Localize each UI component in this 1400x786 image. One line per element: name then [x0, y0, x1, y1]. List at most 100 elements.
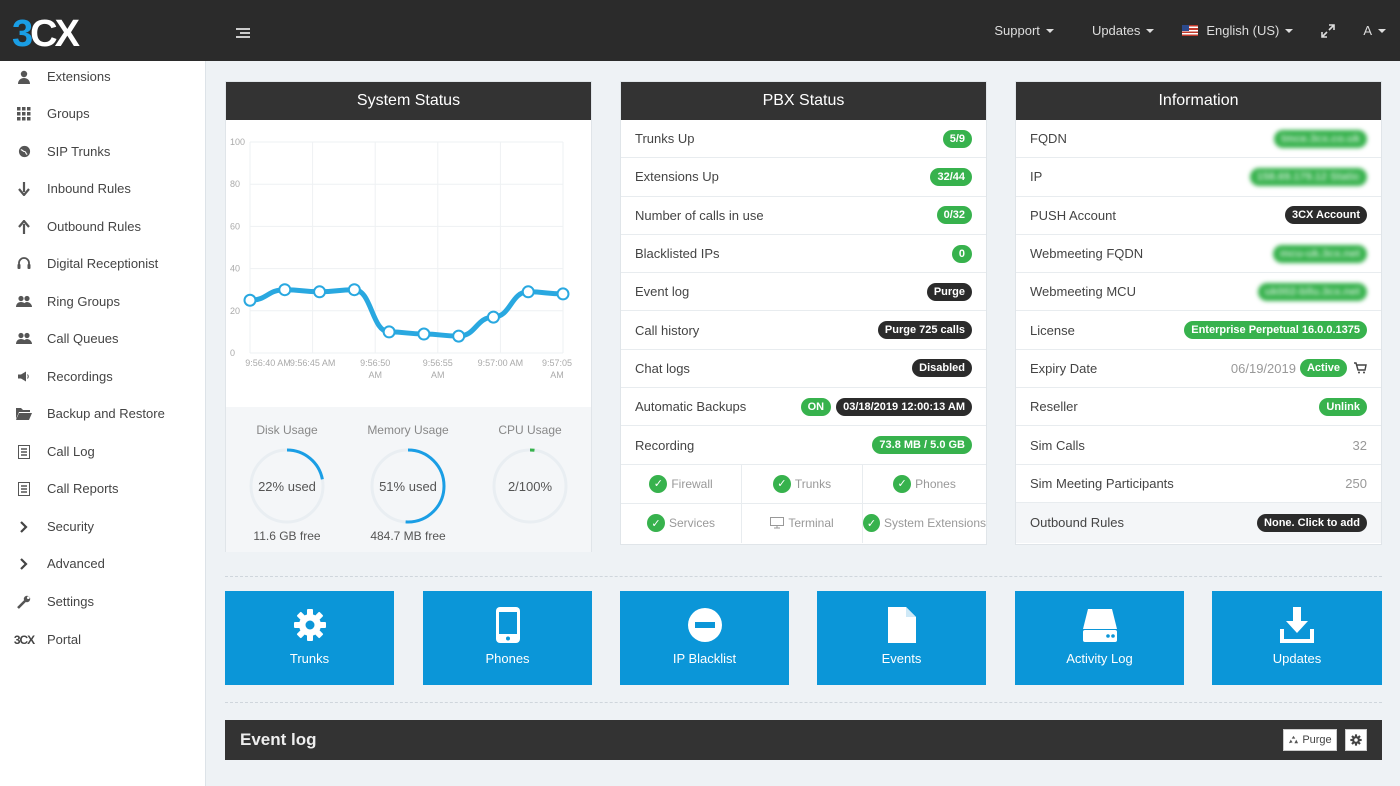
sidebar-item-label: Call Reports — [47, 481, 119, 496]
backup-on-badge[interactable]: ON — [800, 397, 832, 416]
cart-icon[interactable] — [1354, 362, 1367, 374]
sidebar-item-label: Recordings — [47, 369, 113, 384]
sidebar-item-advanced[interactable]: Advanced — [0, 545, 205, 582]
y-tick-label: 40 — [230, 264, 240, 274]
unlink-button[interactable]: Unlink — [1319, 397, 1367, 416]
y-tick-label: 0 — [230, 348, 235, 358]
language-menu[interactable]: English (US) — [1182, 23, 1294, 38]
service-services[interactable]: ✓ Services — [621, 504, 742, 543]
active-badge[interactable]: Active — [1299, 359, 1347, 378]
row-label: Sim Calls — [1030, 437, 1085, 453]
service-terminal[interactable]: Terminal — [742, 504, 863, 543]
sidebar-item-call-reports[interactable]: Call Reports — [0, 470, 205, 507]
sidebar-item-digital-receptionist[interactable]: Digital Receptionist — [0, 245, 205, 282]
x-tick-label: 9:56:55 — [423, 358, 453, 368]
status-badge[interactable]: 0/32 — [936, 206, 972, 225]
service-phones[interactable]: ✓ Phones — [863, 465, 986, 505]
user-menu[interactable]: A — [1363, 23, 1386, 38]
sidebar-item-outbound-rules[interactable]: Outbound Rules — [0, 208, 205, 245]
data-point — [243, 293, 257, 307]
updates-menu[interactable]: Updates — [1092, 23, 1155, 38]
x-tick-label: 9:57:05 — [542, 358, 572, 368]
purge-calls-button[interactable]: Purge 725 calls — [877, 321, 972, 340]
pbx-row-automatic-backups: Automatic Backups ON 03/18/2019 12:00:13 A… — [621, 388, 986, 427]
sidebar-item-label: Security — [47, 519, 94, 534]
tile-events[interactable]: Events — [817, 591, 986, 685]
cpu-gauge-ring: 2/100% — [492, 448, 568, 524]
3cx-logo[interactable]: 3 CX — [12, 12, 80, 55]
push-account-badge[interactable]: 3CX Account — [1284, 206, 1367, 225]
info-row-sim-calls: Sim Calls 32 — [1016, 426, 1381, 465]
sidebar-item-sip-trunks[interactable]: SIP Trunks — [0, 133, 205, 170]
service-trunks[interactable]: ✓ Trunks — [742, 464, 863, 505]
users-icon — [16, 294, 32, 310]
tile-updates[interactable]: Updates — [1212, 591, 1382, 685]
event-log-settings-button[interactable] — [1345, 729, 1367, 751]
status-badge[interactable]: 5/9 — [942, 129, 972, 148]
tile-label: Activity Log — [1066, 651, 1133, 666]
data-point — [278, 283, 292, 297]
system-status-panel: System Status 0 20 40 60 80 100 9:56:40 AM 9:56… — [225, 81, 592, 552]
row-label: PUSH Account — [1030, 207, 1116, 223]
sidebar-item-label: Call Log — [47, 444, 95, 459]
tile-activity-log[interactable]: Activity Log — [1015, 591, 1184, 685]
backup-date-badge[interactable]: 03/18/2019 12:00:13 AM — [836, 397, 972, 416]
sidebar-item-label: Outbound Rules — [47, 219, 141, 234]
recycle-icon — [1289, 735, 1299, 743]
purge-button[interactable]: Purge — [1283, 729, 1337, 751]
info-row-webmeeting-fqdn: Webmeeting FQDN mcu-uk.3cx.net — [1016, 235, 1381, 274]
information-panel: Information FQDN tmce.3cx.co.uk IP 158.69.… — [1015, 81, 1382, 545]
sim-calls-value: 32 — [1352, 437, 1367, 453]
service-firewall[interactable]: ✓ Firewall — [621, 464, 742, 505]
y-tick-label: 100 — [230, 137, 245, 147]
us-flag-icon — [1182, 25, 1199, 36]
license-badge[interactable]: Enterprise Perpetual 16.0.0.1375 — [1184, 321, 1367, 340]
x-tick-label: 9:56:50 — [360, 358, 390, 368]
sidebar-item-call-log[interactable]: Call Log — [0, 433, 205, 470]
fullscreen-button[interactable] — [1321, 23, 1336, 38]
sidebar-item-label: Portal — [47, 632, 81, 647]
fqdn-badge: tmce.3cx.co.uk — [1274, 129, 1367, 148]
sidebar-item-ring-groups[interactable]: Ring Groups — [0, 283, 205, 320]
sidebar-item-portal[interactable]: 3CX Portal — [0, 621, 205, 658]
logo-three: 3 — [12, 12, 33, 55]
support-menu[interactable]: Support — [994, 23, 1054, 38]
chevron-down-icon — [1378, 28, 1386, 33]
row-label: Reseller — [1030, 399, 1078, 415]
tile-label: Trunks — [289, 651, 330, 666]
recording-size-badge[interactable]: 73.8 MB / 5.0 GB — [872, 436, 972, 455]
sidebar-item-settings[interactable]: Settings — [0, 583, 205, 620]
row-label: Outbound Rules — [1030, 515, 1124, 531]
sidebar-item-call-queues[interactable]: Call Queues — [0, 320, 205, 357]
tile-label: Phones — [485, 651, 530, 666]
row-label: Recording — [635, 437, 695, 453]
sidebar-item-inbound-rules[interactable]: Inbound Rules — [0, 170, 205, 207]
y-tick-label: 20 — [230, 306, 240, 316]
memory-gauge: Memory Usage 51% used 484.7 MB free — [358, 407, 458, 543]
sim-meeting-participants-value: 250 — [1345, 475, 1367, 491]
x-tick-label: 9:56:40 AM — [245, 358, 291, 368]
divider — [225, 576, 1382, 577]
purge-event-log-button[interactable]: Purge — [926, 282, 972, 301]
service-system-extensions[interactable]: ✓ System Extensions — [863, 504, 986, 543]
monitor-icon — [770, 517, 785, 529]
sidebar-item-groups[interactable]: Groups — [0, 95, 205, 132]
tile-ip-blacklist[interactable]: IP Blacklist — [620, 591, 789, 685]
status-badge[interactable]: 0 — [951, 244, 972, 263]
sidebar-item-security[interactable]: Security — [0, 508, 205, 545]
series-line — [249, 287, 564, 339]
sidebar-item-extensions[interactable]: Extensions — [0, 58, 205, 95]
status-badge[interactable]: 32/44 — [930, 167, 972, 186]
tile-trunks[interactable]: Trunks — [225, 591, 394, 685]
sidebar-item-backup-and-restore[interactable]: Backup and Restore — [0, 395, 205, 432]
add-outbound-rule-button[interactable]: None. Click to add — [1257, 513, 1367, 532]
file-icon — [887, 605, 916, 645]
chat-logs-badge[interactable]: Disabled — [912, 359, 972, 378]
menu-toggle-icon[interactable] — [236, 28, 250, 40]
memory-usage-value: 51% used — [379, 479, 437, 494]
sidebar-item-label: Ring Groups — [47, 294, 120, 309]
data-point — [347, 283, 361, 297]
data-point — [521, 285, 535, 299]
tile-phones[interactable]: Phones — [423, 591, 592, 685]
sidebar-item-recordings[interactable]: Recordings — [0, 358, 205, 395]
